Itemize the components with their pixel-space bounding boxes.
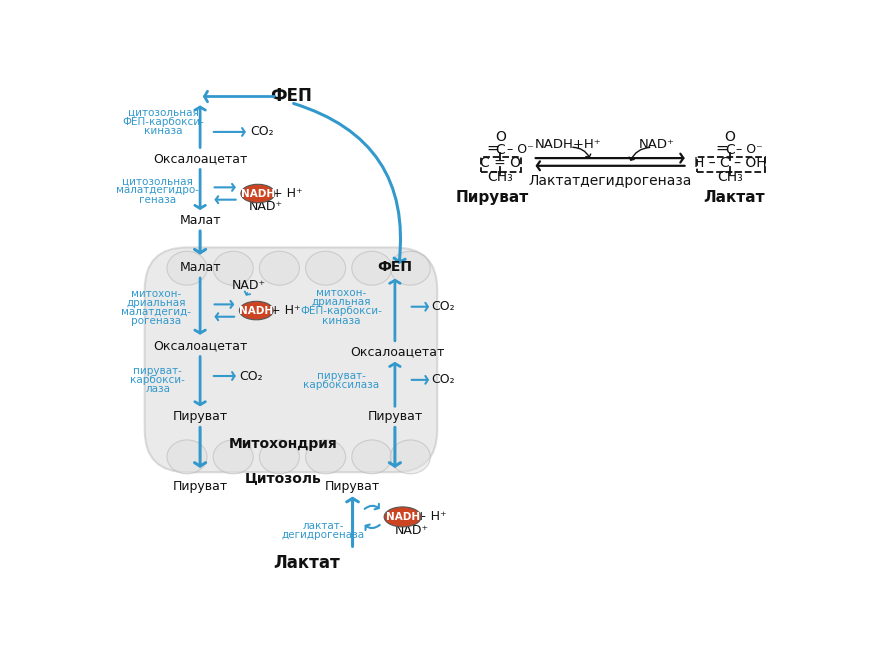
Text: C = O: C = O: [480, 156, 521, 170]
Text: Малат: Малат: [179, 214, 221, 227]
Text: геназа: геназа: [139, 195, 176, 205]
Ellipse shape: [305, 251, 346, 285]
Text: CH₃: CH₃: [717, 170, 743, 184]
Text: митохон-: митохон-: [131, 288, 181, 298]
Text: цитозольная: цитозольная: [128, 107, 198, 117]
Text: пируват-: пируват-: [133, 365, 182, 376]
Ellipse shape: [167, 251, 207, 285]
Ellipse shape: [213, 440, 254, 474]
Text: Лактат: Лактат: [703, 190, 764, 205]
Text: NADH: NADH: [386, 512, 420, 522]
Text: NADH: NADH: [239, 306, 273, 316]
Text: Лактатдегидрогеназа: Лактатдегидрогеназа: [529, 174, 692, 188]
Text: C: C: [725, 143, 735, 156]
Text: дриальная: дриальная: [312, 297, 371, 307]
Ellipse shape: [167, 440, 207, 474]
Text: Цитозоль: Цитозоль: [245, 471, 321, 485]
Text: CO₂: CO₂: [430, 373, 455, 387]
Ellipse shape: [239, 301, 273, 320]
Text: Оксалоацетат: Оксалоацетат: [153, 339, 247, 353]
Text: малатдегид-: малатдегид-: [121, 307, 191, 317]
Ellipse shape: [352, 251, 392, 285]
Text: CH₃: CH₃: [488, 170, 513, 184]
FancyBboxPatch shape: [145, 247, 438, 472]
Text: Лактат: Лактат: [273, 554, 339, 572]
Text: =: =: [487, 141, 499, 156]
Text: + H⁺: + H⁺: [271, 187, 303, 200]
Text: цитозольная: цитозольная: [122, 176, 193, 186]
Ellipse shape: [259, 440, 299, 474]
Text: карбоксилаза: карбоксилаза: [303, 381, 379, 391]
Text: CO₂: CO₂: [251, 125, 274, 139]
Text: – O⁻: – O⁻: [506, 143, 533, 156]
Text: NADH+H⁺: NADH+H⁺: [534, 138, 601, 151]
Text: лактат-: лактат-: [303, 521, 344, 531]
Text: NAD⁺: NAD⁺: [248, 200, 282, 213]
Text: CO₂: CO₂: [430, 300, 455, 313]
Text: + H⁺: + H⁺: [271, 304, 301, 317]
Text: киназа: киназа: [321, 316, 360, 326]
Text: киназа: киназа: [144, 126, 182, 136]
Text: лаза: лаза: [146, 384, 171, 394]
Ellipse shape: [259, 251, 299, 285]
Ellipse shape: [384, 507, 421, 527]
Text: + H⁺: + H⁺: [416, 511, 446, 523]
Ellipse shape: [390, 440, 430, 474]
Text: Пируват: Пируват: [456, 190, 530, 205]
Bar: [481, 157, 522, 172]
Text: ФЕП: ФЕП: [270, 88, 312, 105]
Text: карбокси-: карбокси-: [130, 375, 185, 385]
Ellipse shape: [390, 251, 430, 285]
Text: NAD⁺: NAD⁺: [638, 138, 674, 151]
Text: – O⁻: – O⁻: [736, 143, 763, 156]
Text: NAD⁺: NAD⁺: [231, 279, 266, 292]
Text: H – C – OH: H – C – OH: [694, 156, 766, 170]
Text: пируват-: пируват-: [317, 371, 365, 381]
Text: CO₂: CO₂: [239, 369, 263, 383]
Text: рогеназа: рогеназа: [131, 316, 181, 326]
Text: O: O: [724, 131, 735, 145]
Ellipse shape: [352, 440, 392, 474]
Bar: [697, 157, 764, 172]
Ellipse shape: [241, 184, 275, 203]
Text: C: C: [496, 143, 505, 156]
Text: ФЕП-карбокси-: ФЕП-карбокси-: [300, 306, 382, 316]
Text: ФЕП-карбокси-: ФЕП-карбокси-: [122, 117, 204, 127]
Ellipse shape: [305, 440, 346, 474]
Text: ФЕП: ФЕП: [378, 260, 413, 274]
Text: Митохондрия: Митохондрия: [229, 437, 338, 451]
Text: дриальная: дриальная: [127, 298, 186, 308]
Text: NADH: NADH: [241, 188, 275, 198]
Text: NAD⁺: NAD⁺: [395, 524, 429, 536]
Text: Пируват: Пируват: [367, 410, 422, 423]
Text: малатдегидро-: малатдегидро-: [116, 186, 199, 196]
Text: Оксалоацетат: Оксалоацетат: [350, 345, 445, 358]
Ellipse shape: [213, 251, 254, 285]
Text: Пируват: Пируват: [172, 479, 228, 493]
Text: Пируват: Пируват: [172, 410, 228, 423]
Text: Пируват: Пируват: [325, 479, 380, 493]
Text: =: =: [716, 141, 729, 156]
Text: O: O: [495, 131, 505, 145]
Text: дегидрогеназа: дегидрогеназа: [281, 530, 365, 540]
Text: Малат: Малат: [179, 261, 221, 274]
Text: митохон-: митохон-: [316, 288, 366, 298]
Text: Оксалоацетат: Оксалоацетат: [153, 152, 247, 165]
